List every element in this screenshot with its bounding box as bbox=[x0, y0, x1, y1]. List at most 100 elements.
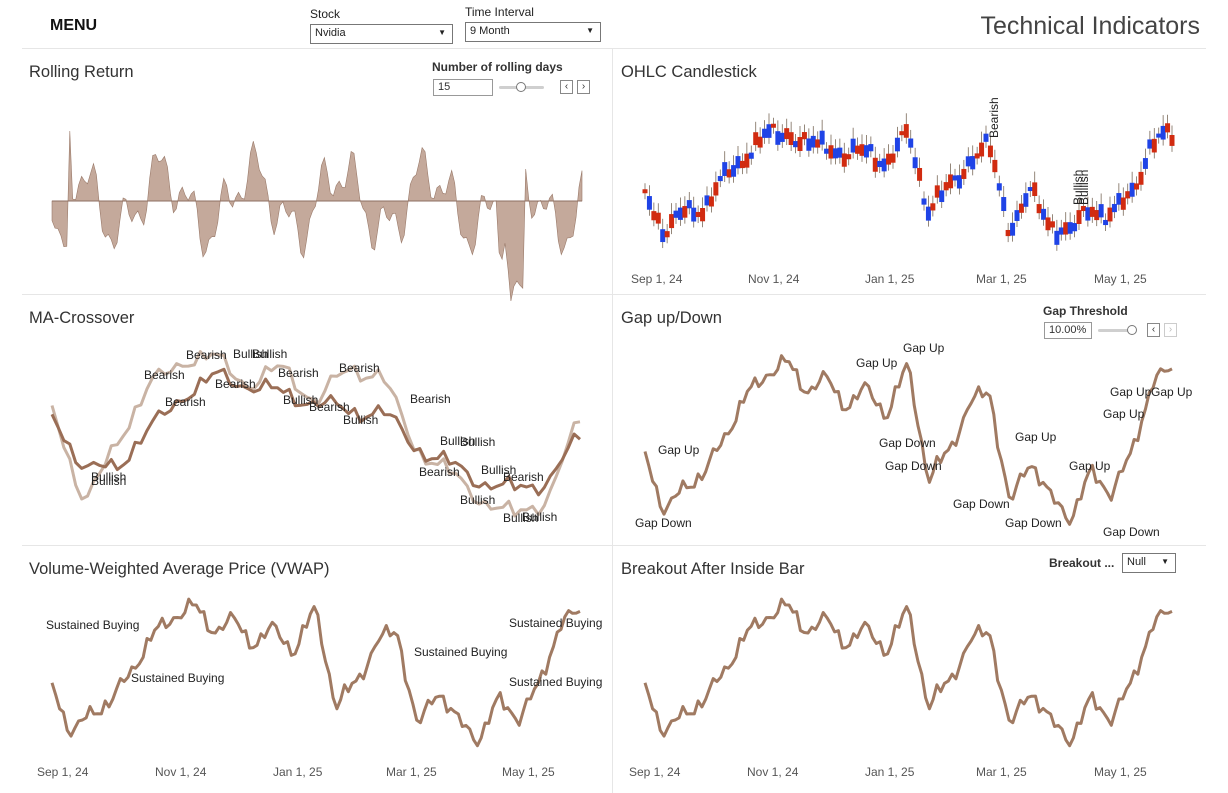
candle-body bbox=[1134, 183, 1140, 190]
candle-body bbox=[1045, 217, 1051, 231]
candle-body bbox=[788, 132, 794, 146]
candle-body bbox=[695, 211, 701, 218]
candle-body bbox=[890, 153, 896, 163]
candle-body bbox=[744, 153, 750, 168]
candle-body bbox=[824, 148, 830, 154]
bullish-label: Bullish bbox=[522, 510, 557, 524]
candle-body bbox=[1014, 210, 1020, 221]
chevron-right-icon[interactable]: › bbox=[577, 80, 590, 94]
candle-body bbox=[1027, 187, 1033, 192]
candle-body bbox=[868, 144, 874, 152]
chevron-down-icon: ▼ bbox=[586, 26, 594, 35]
candle-body bbox=[677, 207, 683, 220]
sustained-buying-label: Sustained Buying bbox=[509, 616, 602, 630]
candle-body bbox=[1010, 222, 1016, 236]
x-tick-label: Mar 1, 25 bbox=[386, 765, 437, 779]
bullish-label: Bullish bbox=[252, 347, 287, 361]
candle-body bbox=[917, 167, 923, 181]
page-title: Technical Indicators bbox=[980, 12, 1200, 40]
candle-body bbox=[1098, 204, 1104, 218]
breakout-filter-select[interactable]: Null ▼ bbox=[1122, 553, 1176, 573]
candle-body bbox=[863, 145, 869, 158]
candle-body bbox=[1032, 182, 1038, 197]
slider-handle[interactable] bbox=[1127, 325, 1137, 335]
candle-body bbox=[850, 138, 856, 153]
x-tick-label: Sep 1, 24 bbox=[631, 272, 683, 286]
candle-body bbox=[726, 169, 732, 178]
x-tick-label: Jan 1, 25 bbox=[273, 765, 323, 779]
x-tick-label: May 1, 25 bbox=[1094, 272, 1147, 286]
bearish-label: Bearish bbox=[339, 361, 380, 375]
rolling-return-chart bbox=[51, 130, 583, 302]
candle-body bbox=[877, 160, 883, 168]
chevron-left-icon[interactable]: ‹ bbox=[560, 80, 573, 94]
candle-body bbox=[828, 145, 834, 159]
bearish-annotation: Bearish bbox=[987, 97, 1001, 138]
gap-threshold-slider[interactable] bbox=[1098, 329, 1134, 332]
candle-body bbox=[930, 203, 936, 211]
stock-select[interactable]: Nvidia ▼ bbox=[310, 24, 453, 44]
candle-body bbox=[841, 153, 847, 167]
rolling-return-title: Rolling Return bbox=[29, 63, 134, 81]
breakout-title: Breakout After Inside Bar bbox=[621, 560, 805, 578]
candle-body bbox=[1067, 222, 1073, 234]
menu-button[interactable]: MENU bbox=[50, 17, 98, 34]
bullish-label: Bullish bbox=[460, 493, 495, 507]
candle-body bbox=[1041, 208, 1047, 220]
candle-body bbox=[1072, 223, 1078, 232]
candle-body bbox=[762, 128, 768, 138]
divider bbox=[22, 545, 1206, 546]
candle-body bbox=[970, 156, 976, 170]
ohlc-title: OHLC Candlestick bbox=[621, 63, 757, 81]
candle-body bbox=[810, 135, 816, 148]
x-tick-label: Sep 1, 24 bbox=[629, 765, 681, 779]
interval-select[interactable]: 9 Month ▼ bbox=[465, 22, 601, 42]
candle-body bbox=[708, 196, 714, 207]
bullish-label: Bullish bbox=[460, 435, 495, 449]
slow-ma-line bbox=[50, 367, 582, 497]
gap-threshold-input[interactable]: 10.00% bbox=[1044, 322, 1092, 339]
chevron-right-icon[interactable]: › bbox=[1164, 323, 1177, 337]
candle-body bbox=[713, 182, 719, 196]
bearish-label: Bearish bbox=[186, 348, 227, 362]
candle-body bbox=[779, 132, 785, 142]
gap-up-label: Gap Up bbox=[1110, 385, 1152, 399]
bearish-label: Bearish bbox=[165, 395, 206, 409]
candle-body bbox=[948, 174, 954, 189]
candle-body bbox=[1001, 197, 1007, 212]
rolling-return-area bbox=[51, 130, 583, 302]
candle-body bbox=[819, 130, 825, 145]
candle-body bbox=[673, 210, 679, 218]
candle-body bbox=[1156, 133, 1162, 138]
candle-body bbox=[943, 182, 949, 191]
sustained-buying-label: Sustained Buying bbox=[509, 675, 602, 689]
rolling-days-input[interactable]: 15 bbox=[433, 79, 493, 96]
candle-body bbox=[1165, 123, 1171, 133]
candle-body bbox=[979, 142, 985, 157]
candle-body bbox=[1151, 138, 1157, 153]
bearish-label: Bearish bbox=[278, 366, 319, 380]
candle-body bbox=[1094, 210, 1100, 221]
breakout-price-line bbox=[643, 597, 1173, 748]
candle-body bbox=[793, 141, 799, 148]
gap-up-label: Gap Up bbox=[1069, 459, 1111, 473]
candle-body bbox=[806, 138, 812, 151]
candle-body bbox=[1089, 206, 1095, 217]
candle-body bbox=[832, 148, 838, 159]
candle-body bbox=[974, 153, 980, 159]
candle-body bbox=[660, 229, 666, 243]
stock-select-value: Nvidia bbox=[315, 27, 346, 39]
gap-down-label: Gap Down bbox=[885, 459, 942, 473]
slider-handle[interactable] bbox=[516, 82, 526, 92]
chevron-left-icon[interactable]: ‹ bbox=[1147, 323, 1160, 337]
bearish-label: Bearish bbox=[144, 368, 185, 382]
candle-body bbox=[939, 190, 945, 203]
candle-body bbox=[1005, 229, 1011, 237]
candle-body bbox=[908, 138, 914, 148]
candle-body bbox=[992, 159, 998, 173]
candle-body bbox=[1107, 207, 1113, 222]
vwap-line bbox=[50, 597, 581, 748]
gap-threshold-label: Gap Threshold bbox=[1043, 304, 1128, 318]
